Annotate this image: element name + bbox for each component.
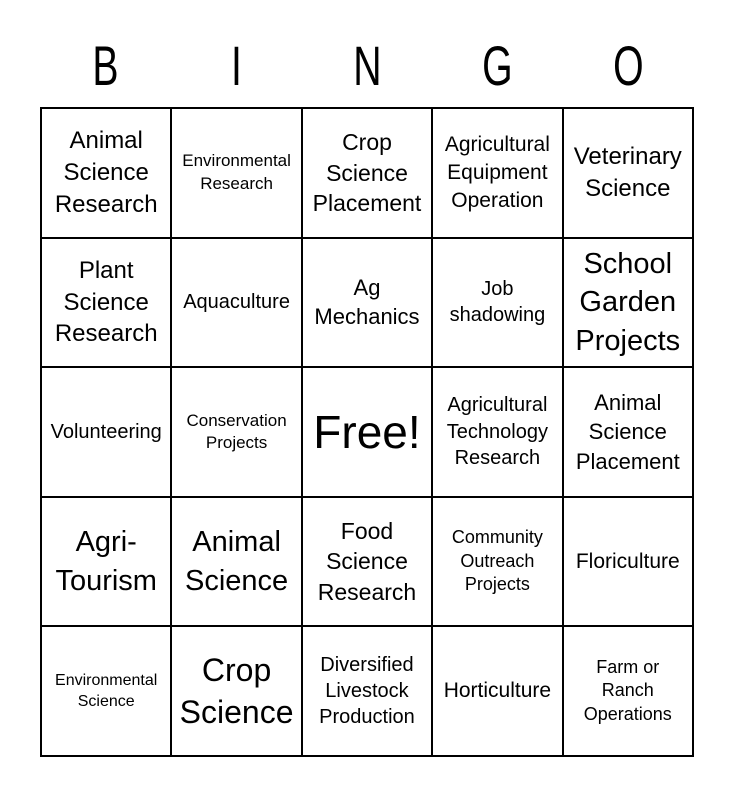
bingo-title-letter-i: I (230, 34, 242, 97)
bingo-cell-r4c2[interactable]: Animal Science (172, 497, 301, 626)
bingo-cell-r2c4[interactable]: Job shadowing (433, 238, 562, 367)
bingo-cell-r5c2[interactable]: Crop Science (172, 627, 301, 755)
bingo-cell-r2c1[interactable]: Plant Science Research (42, 238, 171, 367)
bingo-cell-r1c3[interactable]: Crop Science Placement (302, 109, 432, 237)
bingo-grid: Animal Science Research Environmental Re… (40, 107, 694, 757)
bingo-cell-r2c5[interactable]: School Garden Projects (563, 238, 692, 367)
bingo-cell-r5c3[interactable]: Diversified Livestock Production (302, 627, 432, 755)
bingo-cell-r3c5[interactable]: Animal Science Placement (563, 368, 692, 496)
bingo-cell-r1c1[interactable]: Animal Science Research (42, 109, 171, 237)
bingo-cell-r5c4[interactable]: Horticulture (433, 627, 562, 755)
bingo-cell-r1c4[interactable]: Agricultural Equipment Operation (433, 109, 562, 237)
bingo-cell-free[interactable]: Free! (302, 368, 432, 496)
bingo-title: B I N G O (40, 24, 694, 102)
bingo-cell-r4c1[interactable]: Agri- Tourism (42, 497, 171, 626)
bingo-title-letter-n: N (352, 34, 382, 97)
bingo-title-letter-o: O (613, 34, 644, 97)
bingo-cell-r2c2[interactable]: Aquaculture (172, 238, 301, 367)
bingo-title-letter-b: B (92, 34, 119, 97)
bingo-cell-r4c4[interactable]: Community Outreach Projects (433, 497, 562, 626)
bingo-cell-r3c4[interactable]: Agricultural Technology Research (433, 368, 562, 496)
bingo-cell-r1c5[interactable]: Veterinary Science (563, 109, 692, 237)
bingo-cell-r2c3[interactable]: Ag Mechanics (302, 238, 432, 367)
bingo-cell-r4c5[interactable]: Floriculture (563, 497, 692, 626)
bingo-cell-r5c5[interactable]: Farm or Ranch Operations (563, 627, 692, 755)
bingo-cell-r1c2[interactable]: Environmental Research (172, 109, 301, 237)
bingo-cell-r3c2[interactable]: Conservation Projects (172, 368, 301, 496)
bingo-title-letter-g: G (482, 34, 514, 97)
bingo-cell-r5c1[interactable]: Environmental Science (42, 627, 171, 755)
bingo-cell-r4c3[interactable]: Food Science Research (302, 497, 432, 626)
bingo-cell-r3c1[interactable]: Volunteering (42, 368, 171, 496)
